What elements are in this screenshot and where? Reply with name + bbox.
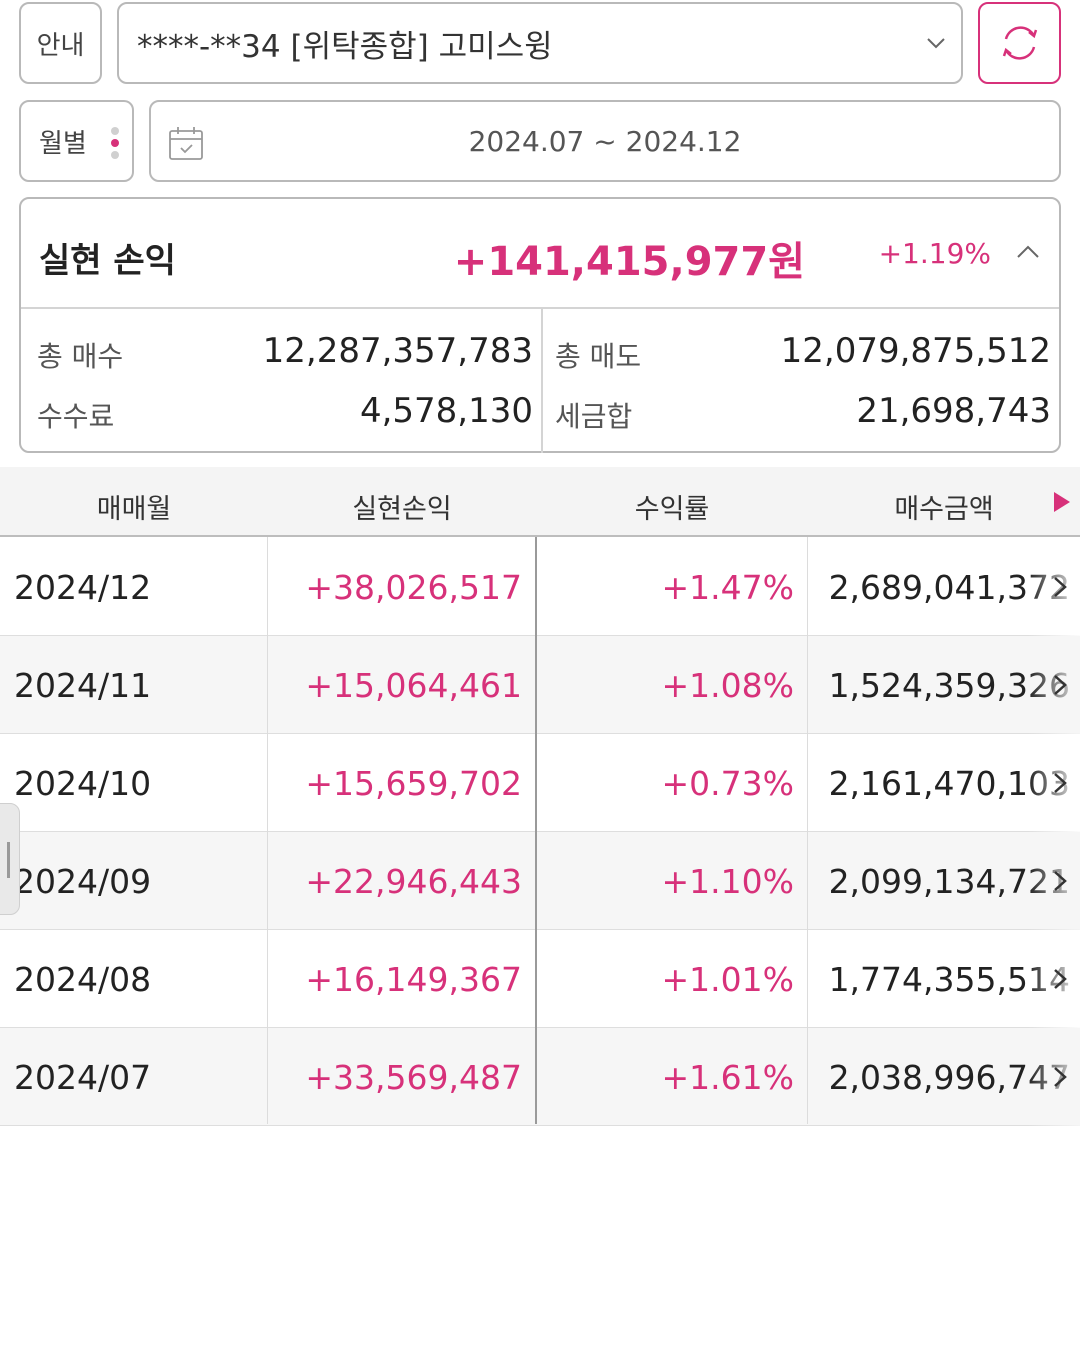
refresh-icon [1002, 26, 1037, 60]
realized-pnl-summary: 실현 손익 +141,415,977원 +1.19% 총 매수 12,287,3… [19, 197, 1061, 453]
chevron-right-icon [1054, 577, 1067, 597]
header-month: 매매월 [96, 494, 172, 525]
row-month: 2024/07 [14, 1057, 152, 1097]
total-buy-value: 12,287,357,783 [262, 331, 533, 371]
column-divider-frozen [535, 537, 537, 1124]
chevron-right-icon [1054, 871, 1067, 891]
scroll-right-arrow-icon[interactable] [1050, 490, 1072, 514]
summary-header[interactable]: 실현 손익 +141,415,977원 +1.19% [21, 199, 1059, 309]
row-profit: +15,064,461 [305, 665, 522, 705]
header-buy-amount: 매수금액 [894, 494, 994, 525]
fee-value: 4,578,130 [359, 391, 533, 431]
row-fade [1028, 734, 1080, 832]
row-rate: +1.10% [661, 861, 794, 901]
more-dots-icon [111, 127, 119, 159]
column-divider [267, 537, 268, 1124]
row-rate: +1.01% [661, 959, 794, 999]
row-fade [1028, 930, 1080, 1028]
row-fade [1028, 636, 1080, 734]
date-range-picker[interactable]: 2024.07 ~ 2024.12 [149, 100, 1061, 182]
side-drawer-handle[interactable] [0, 803, 20, 915]
period-mode-button[interactable]: 월별 [19, 100, 134, 182]
row-profit: +33,569,487 [305, 1057, 522, 1097]
row-month: 2024/08 [14, 959, 152, 999]
row-profit: +15,659,702 [305, 763, 522, 803]
row-month: 2024/11 [14, 665, 152, 705]
period-mode-label: 월별 [39, 128, 87, 159]
table-row[interactable]: 2024/09 +22,946,443 +1.10% 2,099,134,721 [0, 832, 1080, 930]
account-label: ****-**34 [위탁종합] 고미스윙 [137, 28, 553, 65]
summary-divider [541, 309, 543, 453]
calendar-icon [169, 127, 203, 160]
chevron-right-icon [1054, 773, 1067, 793]
row-rate: +1.08% [661, 665, 794, 705]
summary-title: 실현 손익 [39, 241, 176, 281]
total-sell-value: 12,079,875,512 [780, 331, 1051, 371]
row-month: 2024/10 [14, 763, 152, 803]
total-buy-label: 총 매수 [37, 340, 124, 373]
row-rate: +1.61% [661, 1057, 794, 1097]
table-row[interactable]: 2024/12 +38,026,517 +1.47% 2,689,041,372 [0, 538, 1080, 636]
chevron-right-icon [1054, 675, 1067, 695]
total-sell-label: 총 매도 [555, 340, 642, 373]
table-row[interactable]: 2024/11 +15,064,461 +1.08% 1,524,359,326 [0, 636, 1080, 734]
date-range-label: 2024.07 ~ 2024.12 [468, 124, 742, 158]
row-profit: +16,149,367 [305, 959, 522, 999]
refresh-button[interactable] [978, 2, 1061, 84]
info-button-label: 안내 [36, 30, 85, 61]
fee-label: 수수료 [37, 400, 115, 433]
account-select[interactable]: ****-**34 [위탁종합] 고미스윙 [117, 2, 963, 84]
row-rate: +1.47% [661, 567, 794, 607]
table-row[interactable]: 2024/08 +16,149,367 +1.01% 1,774,355,514 [0, 930, 1080, 1028]
row-fade [1028, 832, 1080, 930]
row-rate: +0.73% [661, 763, 794, 803]
row-profit: +38,026,517 [305, 567, 522, 607]
info-button[interactable]: 안내 [19, 2, 102, 84]
tax-label: 세금합 [555, 400, 633, 433]
table-row[interactable]: 2024/10 +15,659,702 +0.73% 2,161,470,103 [0, 734, 1080, 832]
row-month: 2024/09 [14, 861, 152, 901]
row-fade [1028, 538, 1080, 636]
summary-details: 총 매수 12,287,357,783 총 매도 12,079,875,512 … [21, 309, 1059, 453]
summary-rate: +1.19% [878, 237, 991, 270]
header-profit: 실현손익 [352, 494, 452, 525]
row-month: 2024/12 [14, 567, 152, 607]
row-profit: +22,946,443 [305, 861, 522, 901]
column-divider [807, 537, 808, 1124]
handle-grip [7, 842, 10, 878]
summary-amount: +141,415,977원 [453, 239, 805, 285]
chevron-right-icon [1054, 1067, 1067, 1087]
chevron-down-icon [927, 38, 945, 49]
header-rate: 수익률 [634, 494, 710, 525]
table-row[interactable]: 2024/07 +33,569,487 +1.61% 2,038,996,747 [0, 1028, 1080, 1126]
table-header: 매매월 실현손익 수익률 매수금액 [0, 467, 1080, 537]
tax-value: 21,698,743 [856, 391, 1051, 431]
row-fade [1028, 1028, 1080, 1126]
chevron-right-icon [1054, 969, 1067, 989]
chevron-up-icon[interactable] [1015, 239, 1041, 265]
